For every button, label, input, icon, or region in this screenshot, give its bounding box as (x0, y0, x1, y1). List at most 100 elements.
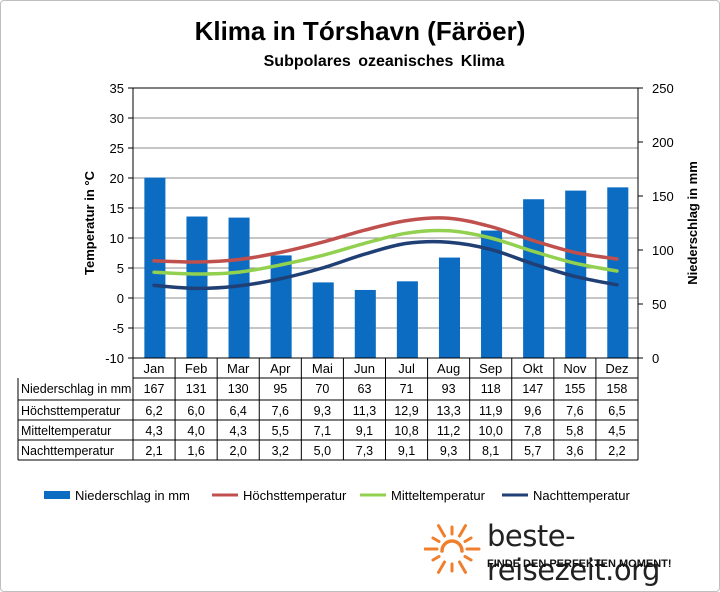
y-left-tick-label: 30 (110, 111, 124, 126)
y-left-tick-label: 35 (110, 81, 124, 96)
x-category-label: Mai (312, 361, 333, 376)
precip-bar (354, 289, 376, 358)
table-cell: 7,8 (524, 424, 541, 438)
x-category-label: Feb (185, 361, 207, 376)
logo-name: beste-reisezeit.org (487, 519, 660, 587)
sun-ray (431, 555, 441, 562)
precip-bar (270, 255, 292, 358)
table-cell: 118 (481, 382, 501, 396)
table-cell: 5,8 (566, 424, 583, 438)
table-cell: 4,3 (145, 424, 162, 438)
table-row-label: Nachttemperatur (21, 444, 114, 458)
y-left-tick-label: 20 (110, 171, 124, 186)
x-category-label: Aug (437, 361, 460, 376)
x-category-label: Jul (398, 361, 415, 376)
table-row-label: Mitteltemperatur (21, 424, 111, 438)
table-cell: 6,5 (608, 404, 625, 418)
x-category-label: Jan (144, 361, 165, 376)
precip-bar (607, 187, 629, 358)
table-cell: 9,1 (398, 444, 415, 458)
legend-swatch (44, 491, 70, 499)
sun-ray (458, 524, 467, 538)
precip-bar (396, 281, 418, 358)
y-right-tick-label: 50 (652, 297, 666, 312)
table-row-label: Höchsttemperatur (21, 404, 120, 418)
table-cell: 9,6 (524, 404, 541, 418)
legend-label: Nachttemperatur (533, 488, 630, 503)
y-left-tick-label: 0 (117, 291, 124, 306)
table-cell: 147 (522, 382, 543, 396)
sun-logo-icon (424, 524, 481, 574)
x-category-label: Okt (523, 361, 544, 376)
table-cell: 70 (315, 382, 329, 396)
legend-label: Niederschlag in mm (75, 488, 190, 503)
y-left-tick-label: -5 (112, 321, 124, 336)
table-row-label: Niederschlag in mm (21, 382, 131, 396)
table-cell: 9,3 (440, 444, 457, 458)
temperature-line (152, 228, 619, 276)
y-left-axis-title: Temperatur in °C (82, 170, 97, 275)
table-cell: 95 (273, 382, 287, 396)
sun-ray (431, 536, 441, 543)
sun-ray (437, 524, 446, 538)
sun-ray (458, 560, 467, 574)
table-cell: 7,1 (314, 424, 331, 438)
precip-bar (523, 199, 545, 358)
table-cell: 131 (186, 382, 207, 396)
x-category-label: Sep (479, 361, 502, 376)
table-cell: 7,3 (356, 444, 373, 458)
table-cell: 2,0 (230, 444, 247, 458)
plot-border (132, 87, 639, 359)
temperature-line (152, 216, 619, 264)
table-cell: 11,9 (479, 404, 502, 418)
table-cell: 8,1 (482, 444, 499, 458)
precip-bar (481, 230, 503, 358)
y-right-tick-label: 100 (652, 243, 674, 258)
table-cell: 130 (228, 382, 249, 396)
x-category-label: Dez (605, 361, 628, 376)
y-left-tick-label: 25 (110, 141, 124, 156)
y-left-tick-label: 5 (117, 261, 124, 276)
precip-bar (228, 217, 250, 358)
table-cell: 158 (607, 382, 628, 396)
sun-ray (463, 555, 473, 562)
x-category-label: Jun (354, 361, 375, 376)
table-cell: 63 (358, 382, 372, 396)
sun-ray (463, 536, 473, 543)
table-cell: 93 (442, 382, 456, 396)
table-cell: 9,3 (314, 404, 331, 418)
table-cell: 10,8 (394, 424, 418, 438)
precip-bar (312, 282, 334, 358)
y-right-axis-title: Niederschlag in mm (685, 161, 700, 285)
y-left-tick-label: 15 (110, 201, 124, 216)
table-cell: 6,2 (145, 404, 162, 418)
table-cell: 13,3 (436, 404, 460, 418)
table-cell: 11,2 (437, 424, 460, 438)
table-cell: 155 (564, 382, 585, 396)
table-cell: 2,2 (608, 444, 625, 458)
y-left-tick-label: -10 (105, 351, 124, 366)
table-cell: 6,4 (230, 404, 247, 418)
sun-arc (440, 539, 464, 553)
table-cell: 4,0 (187, 424, 204, 438)
y-right-tick-label: 250 (652, 81, 674, 96)
x-category-label: Mar (227, 361, 250, 376)
table-cell: 71 (400, 382, 414, 396)
precip-bar (144, 177, 166, 358)
precip-bar (565, 190, 587, 358)
table-cell: 5,5 (272, 424, 289, 438)
table-cell: 1,6 (187, 444, 204, 458)
table-cell: 5,0 (314, 444, 331, 458)
table-cell: 3,2 (272, 444, 289, 458)
table-cell: 2,1 (145, 444, 162, 458)
y-right-tick-label: 0 (652, 351, 659, 366)
y-left-tick-label: 10 (110, 231, 124, 246)
table-cell: 7,6 (566, 404, 583, 418)
table-cell: 4,3 (230, 424, 247, 438)
y-right-tick-label: 200 (652, 135, 674, 150)
x-category-label: Nov (563, 361, 587, 376)
table-cell: 5,7 (524, 444, 541, 458)
table-cell: 11,3 (353, 404, 376, 418)
table-cell: 7,6 (272, 404, 289, 418)
